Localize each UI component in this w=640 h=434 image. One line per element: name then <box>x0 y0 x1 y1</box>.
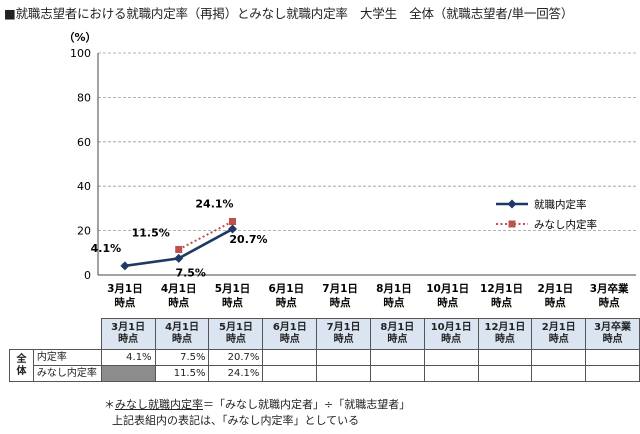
table-cell <box>100 365 156 382</box>
x-tick-label: 5月1日 <box>215 283 251 295</box>
table-cell: 11.5% <box>154 365 210 382</box>
table-header-row: 3月1日 時点 4月1日 時点 5月1日 時点 6月1日 時点 7月1日 時点 8月1日 時点 10月1… <box>9 318 640 350</box>
table-header-cell: 2月1日 時点 <box>531 318 587 350</box>
note-line2: 上記表組内の表記は、「みなし内定率」としている <box>112 414 360 427</box>
table-cell <box>262 365 318 382</box>
table-cell <box>585 365 640 382</box>
legend-marker <box>507 199 517 209</box>
x-tick-label: 時点 <box>114 296 135 309</box>
data-point <box>228 224 237 234</box>
data-label: 24.1% <box>195 197 233 210</box>
data-label: 11.5% <box>132 226 170 239</box>
row-label: みなし内定率 <box>32 365 102 382</box>
page-title: ■就職志望者における就職内定率（再掲）とみなし就職内定率 大学生 全体（就職志望… <box>4 6 574 21</box>
table-row: みなし内定率 11.5% 24.1% <box>10 365 640 382</box>
x-tick-label: 時点 <box>383 296 404 309</box>
x-tick-label: 6月1日 <box>268 283 304 295</box>
legend-label: 就職内定率 <box>534 198 587 211</box>
y-tick-label: 100 <box>70 47 91 60</box>
table-header-cell: 12月1日 時点 <box>477 318 533 350</box>
data-table: 3月1日 時点 4月1日 時点 5月1日 時点 6月1日 時点 7月1日 時点 8月1日 時点 10月1… <box>9 318 640 382</box>
table-header-cell: 8月1日 時点 <box>369 318 425 350</box>
x-tick-label: 時点 <box>168 296 189 309</box>
x-tick-label: 7月1日 <box>322 283 358 295</box>
x-tick-label: 時点 <box>222 296 243 309</box>
y-tick-label: 40 <box>77 180 91 193</box>
footnote: ＊みなし就職内定率＝「みなし就職内定者」÷「就職志望者」 上記表組内の表記は、「… <box>104 397 410 429</box>
table-cell <box>369 349 425 366</box>
table-header-cell: 7月1日 時点 <box>316 318 371 350</box>
table-cell <box>423 365 479 382</box>
table-cell <box>316 365 371 382</box>
y-tick-label: 60 <box>77 136 91 149</box>
data-point <box>174 253 184 263</box>
x-tick-label: 3月卒業 <box>590 282 629 295</box>
x-tick-label: 3月1日 <box>107 283 143 295</box>
series-layer: 4.1% 7.5% 20.7% 11.5% 24.1% <box>91 197 268 279</box>
series-line <box>178 220 233 251</box>
x-tick-label: 時点 <box>491 296 512 309</box>
x-tick-label: 4月1日 <box>161 283 197 295</box>
x-tick-label: 8月1日 <box>376 283 412 295</box>
x-tick-label: 時点 <box>276 296 297 309</box>
y-tick-label: 20 <box>77 225 91 238</box>
note-formula: ＝「みなし就職内定者」÷「就職志望者」 <box>203 398 411 411</box>
table-cell <box>477 349 533 366</box>
table-cell <box>531 349 587 366</box>
table-cell <box>477 365 533 382</box>
table-cell <box>585 349 640 366</box>
x-tick-label: 2月1日 <box>537 283 573 295</box>
table-cell <box>423 349 479 366</box>
x-tick-label: 10月1日 <box>426 283 469 295</box>
legend-label: みなし内定率 <box>534 218 597 231</box>
x-tick-label: 12月1日 <box>480 283 523 295</box>
data-label: 7.5% <box>175 266 206 279</box>
data-point <box>175 245 183 253</box>
y-tick-label: 0 <box>84 269 91 282</box>
table-cell: 7.5% <box>154 349 210 366</box>
note-star: ＊ <box>104 398 115 411</box>
x-axis: 3月1日時点4月1日時点5月1日時点6月1日時点7月1日時点8月1日時点10月1… <box>98 274 636 309</box>
table-cell: 4.1% <box>100 349 156 366</box>
table-cell <box>531 365 587 382</box>
x-tick-label: 時点 <box>545 296 566 309</box>
table-cell: 24.1% <box>208 365 264 382</box>
table-header-cell: 4月1日 時点 <box>154 318 210 350</box>
y-axis: 0 20 40 60 80 100 （%） <box>63 31 99 282</box>
x-tick-label: 時点 <box>599 296 620 309</box>
table-cell <box>262 349 318 366</box>
y-unit-label: （%） <box>63 31 96 44</box>
table-header-cell: 3月1日 時点 <box>100 318 156 350</box>
data-point <box>120 261 130 271</box>
x-tick-label: 時点 <box>437 296 458 309</box>
table-header-cell: 3月卒業 時点 <box>585 318 640 350</box>
data-label: 20.7% <box>229 233 267 246</box>
table-cell <box>369 365 425 382</box>
table-cell: 20.7% <box>208 349 264 366</box>
x-tick-label: 時点 <box>330 296 351 309</box>
note-term: みなし就職内定率 <box>115 398 203 411</box>
data-label: 4.1% <box>91 242 122 255</box>
legend-marker <box>508 220 516 228</box>
table-cell <box>316 349 371 366</box>
table-header-cell: 5月1日 時点 <box>208 318 264 350</box>
table-header-cell: 10月1日 時点 <box>423 318 479 350</box>
group-label: 全体 <box>9 349 34 382</box>
table-row: 全体内定率 4.1% 7.5% 20.7% <box>9 349 640 382</box>
y-tick-label: 80 <box>77 91 91 104</box>
data-point <box>229 217 236 225</box>
row-label: 内定率 <box>32 349 102 366</box>
table-corner <box>9 318 102 350</box>
table-header-cell: 6月1日 時点 <box>262 318 318 350</box>
